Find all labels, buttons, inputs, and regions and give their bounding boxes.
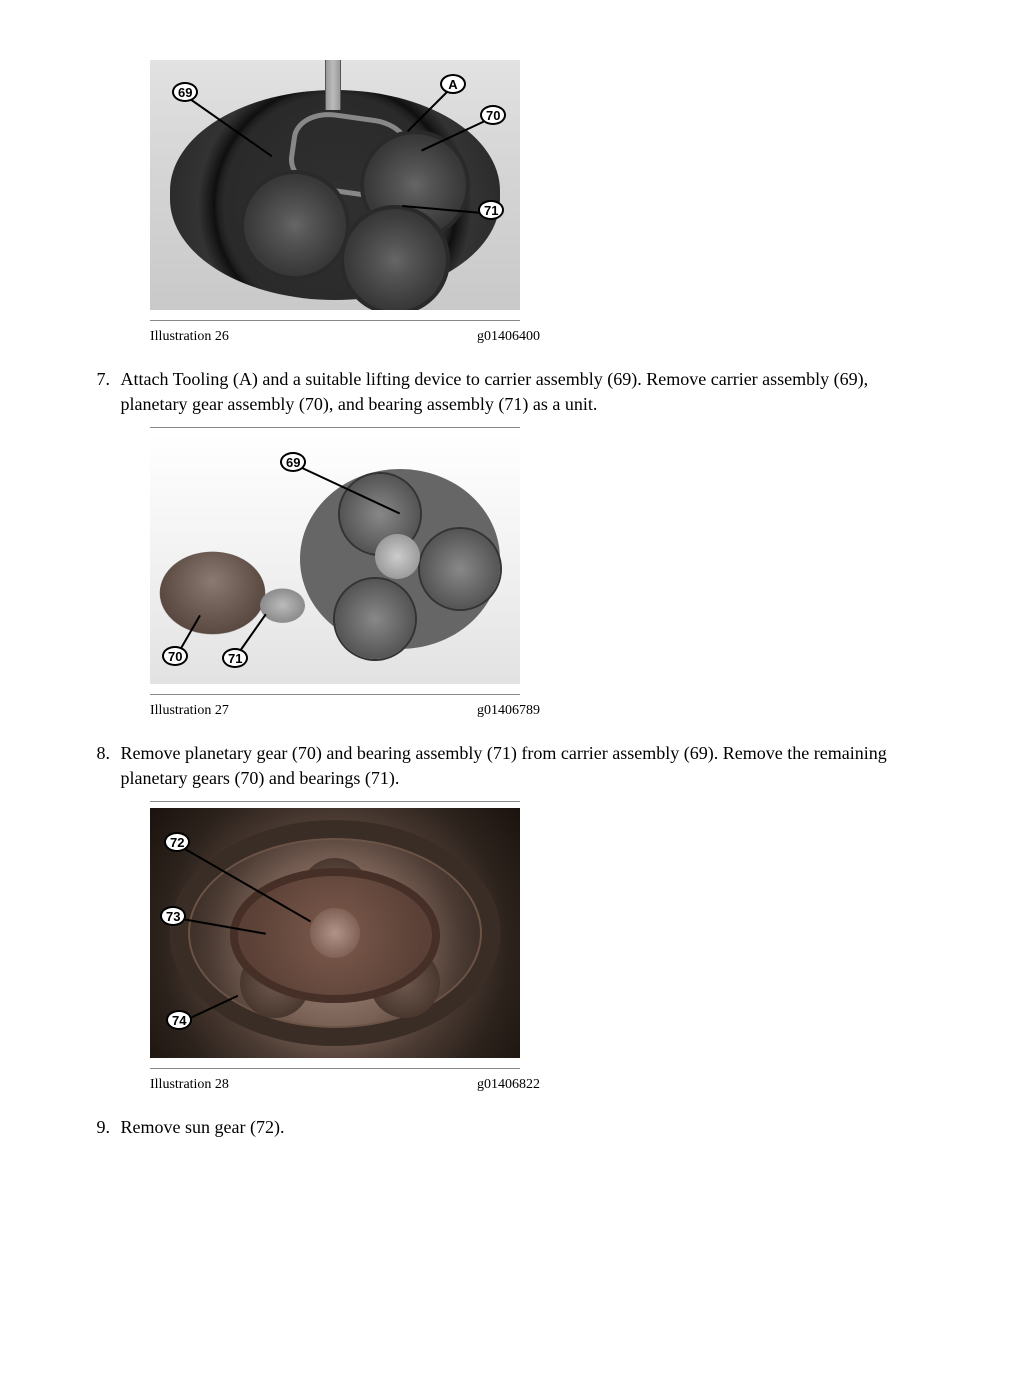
figure-26-caption: Illustration 26 g01406400 bbox=[150, 327, 540, 347]
step-text: Remove planetary gear (70) and bearing a… bbox=[121, 741, 925, 791]
caption-id: g01406789 bbox=[477, 701, 540, 721]
figure-26-image: 69 A 70 71 bbox=[150, 60, 520, 310]
figure-divider bbox=[150, 320, 520, 321]
bearing-shape bbox=[259, 588, 306, 622]
gear-shape bbox=[420, 529, 500, 609]
callout-70: 70 bbox=[480, 105, 506, 125]
callout-70: 70 bbox=[162, 646, 188, 666]
callout-71: 71 bbox=[478, 200, 504, 220]
gear-shape bbox=[340, 205, 450, 310]
step-text: Attach Tooling (A) and a suitable liftin… bbox=[121, 367, 925, 417]
figure-divider bbox=[150, 801, 520, 802]
caption-label: Illustration 27 bbox=[150, 701, 229, 721]
figure-divider bbox=[150, 1068, 520, 1069]
figure-28: 72 73 74 Illustration 28 g01406822 bbox=[150, 801, 944, 1095]
step-text: Remove sun gear (72). bbox=[121, 1115, 925, 1140]
figure-28-caption: Illustration 28 g01406822 bbox=[150, 1075, 540, 1095]
caption-label: Illustration 26 bbox=[150, 327, 229, 347]
figure-divider bbox=[150, 427, 520, 428]
figure-27-caption: Illustration 27 g01406789 bbox=[150, 701, 540, 721]
lifting-strap bbox=[325, 60, 341, 110]
step-number: 8. bbox=[80, 741, 116, 766]
gear-shape bbox=[335, 579, 415, 659]
step-7: 7. Attach Tooling (A) and a suitable lif… bbox=[80, 367, 944, 417]
caption-id: g01406400 bbox=[477, 327, 540, 347]
callout-71: 71 bbox=[222, 648, 248, 668]
caption-id: g01406822 bbox=[477, 1075, 540, 1095]
step-9: 9. Remove sun gear (72). bbox=[80, 1115, 944, 1140]
callout-74: 74 bbox=[166, 1010, 192, 1030]
step-number: 7. bbox=[80, 367, 116, 392]
figure-26: 69 A 70 71 Illustration 26 g01406400 bbox=[150, 60, 944, 347]
step-8: 8. Remove planetary gear (70) and bearin… bbox=[80, 741, 944, 791]
callout-A: A bbox=[440, 74, 466, 94]
figure-27-image: 69 70 71 bbox=[150, 434, 520, 684]
planetary-gear-shape bbox=[154, 552, 270, 635]
gear-shape bbox=[240, 170, 350, 280]
figure-27: 69 70 71 Illustration 27 g01406789 bbox=[150, 427, 944, 721]
figure-28-image: 72 73 74 bbox=[150, 808, 520, 1058]
callout-69: 69 bbox=[172, 82, 198, 102]
hub-shape bbox=[375, 534, 420, 579]
step-number: 9. bbox=[80, 1115, 116, 1140]
figure-divider bbox=[150, 694, 520, 695]
sun-gear-shape bbox=[310, 908, 360, 958]
caption-label: Illustration 28 bbox=[150, 1075, 229, 1095]
